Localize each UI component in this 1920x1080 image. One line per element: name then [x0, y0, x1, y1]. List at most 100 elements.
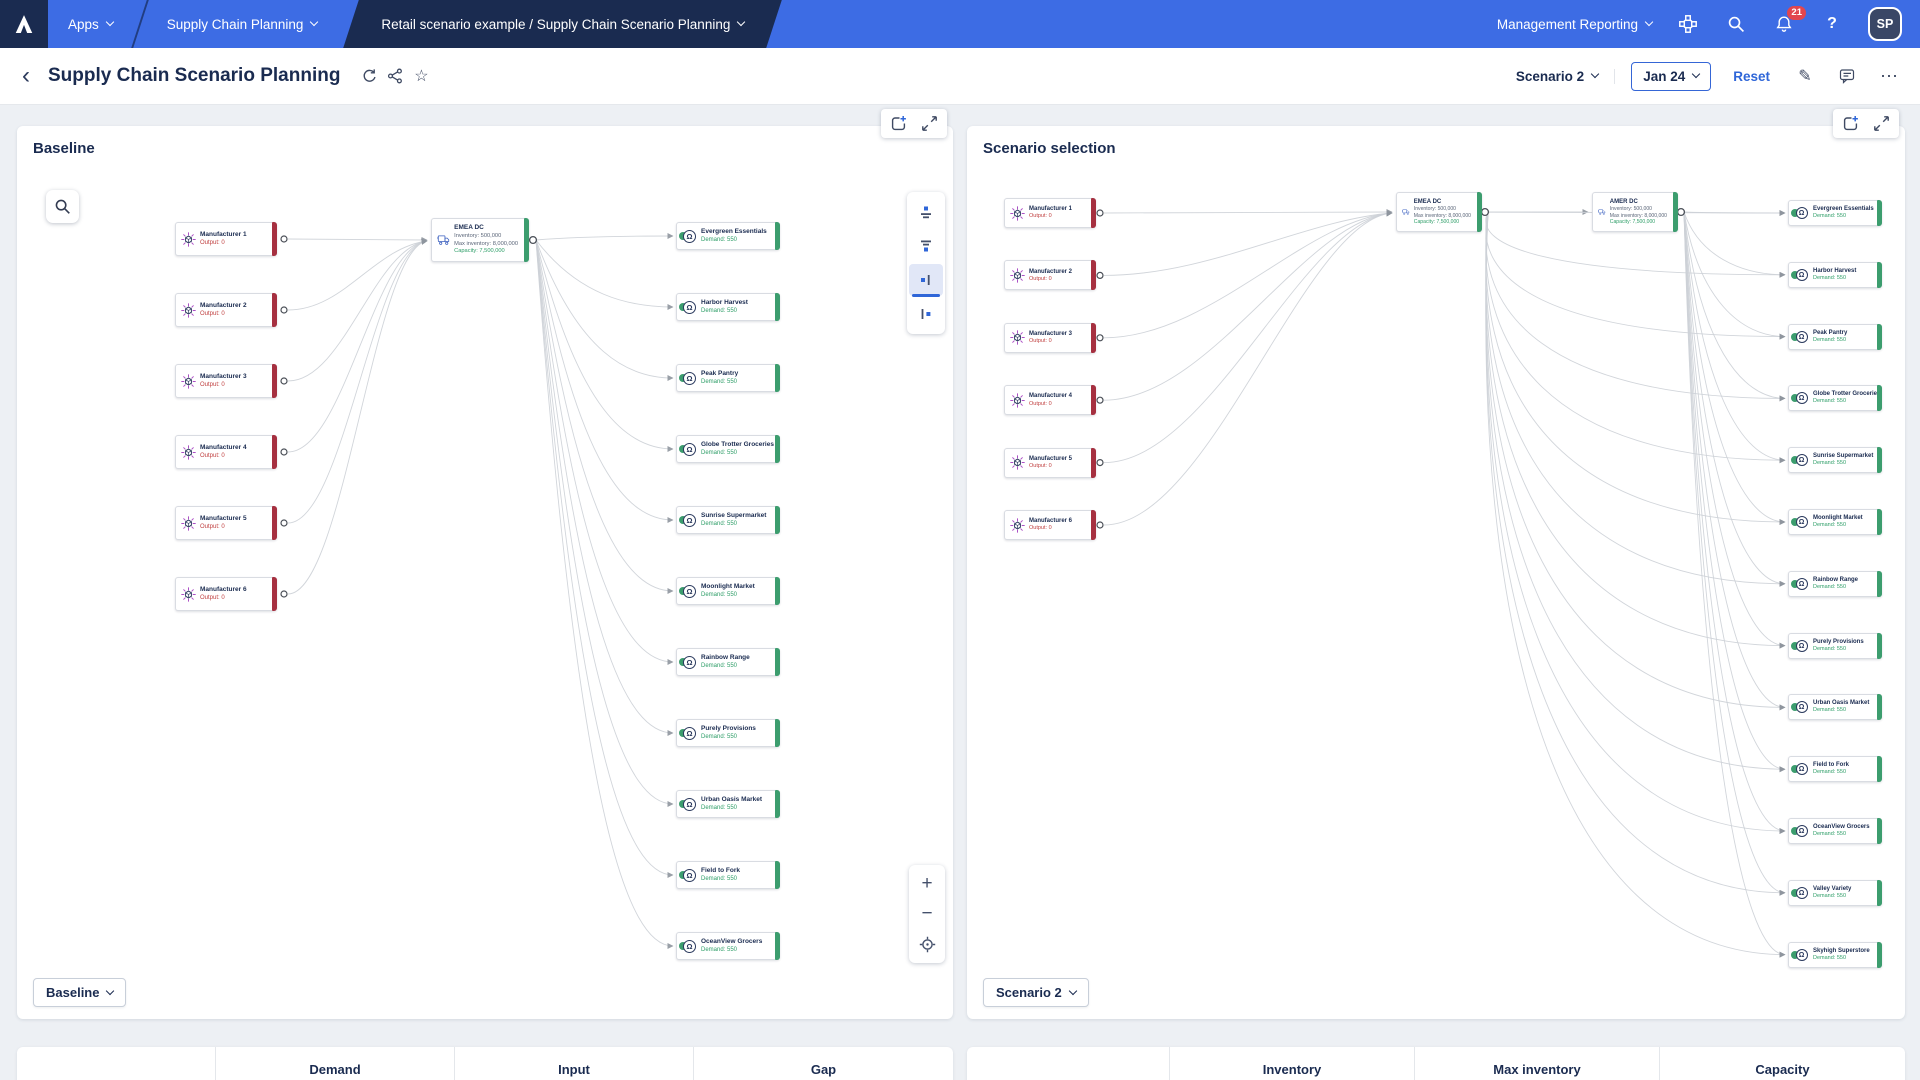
store-icon: Ω: [1791, 391, 1809, 406]
node-detail: Output: 0: [200, 311, 225, 318]
search-icon[interactable]: [1724, 12, 1748, 36]
more-options-button[interactable]: ⋯: [1880, 65, 1898, 86]
node-retailer[interactable]: Ω Peak Pantry Demand: 550: [1788, 324, 1882, 350]
refresh-icon[interactable]: [356, 63, 382, 89]
store-icon: Ω: [679, 229, 697, 244]
baseline-version-selector[interactable]: Baseline: [33, 978, 127, 1007]
node-title: Manufacturer 3: [1029, 331, 1073, 338]
zoom-fit-button[interactable]: [911, 929, 943, 959]
node-retailer[interactable]: Ω Moonlight Market Demand: 550: [1788, 509, 1882, 535]
expand-icon[interactable]: [921, 115, 938, 132]
node-manufacturer[interactable]: Manufacturer 3 Output: 0: [1004, 322, 1096, 353]
node-retailer[interactable]: Ω Field to Fork Demand: 550: [676, 861, 780, 889]
node-distribution-center[interactable]: AMER DC Inventory: 500,000 Max inventory: …: [1592, 192, 1678, 232]
node-detail: Inventory: 500,000: [1413, 205, 1456, 212]
status-bar-green: [775, 293, 780, 321]
node-retailer[interactable]: Ω Peak Pantry Demand: 550: [676, 364, 780, 392]
layout-horizontal-left-button[interactable]: [909, 298, 943, 330]
node-retailer[interactable]: Ω Moonlight Market Demand: 550: [676, 577, 780, 605]
layout-vertical-top-button[interactable]: [909, 196, 943, 228]
node-retailer[interactable]: Ω Urban Oasis Market Demand: 550: [1788, 694, 1882, 720]
node-retailer[interactable]: Ω OceanView Grocers Demand: 550: [1788, 818, 1882, 844]
notifications-bell-icon[interactable]: 21: [1772, 6, 1806, 36]
node-title: Globe Trotter Groceries: [701, 440, 774, 448]
node-title: OceanView Grocers: [1813, 824, 1870, 831]
node-retailer[interactable]: Ω Rainbow Range Demand: 550: [1788, 571, 1882, 597]
node-manufacturer[interactable]: Manufacturer 2 Output: 0: [175, 293, 277, 327]
help-icon[interactable]: ?: [1827, 15, 1837, 32]
node-retailer[interactable]: Ω Purely Provisions Demand: 550: [1788, 633, 1882, 659]
graph-search-button[interactable]: [46, 190, 79, 223]
node-retailer[interactable]: Ω Harbor Harvest Demand: 550: [1788, 262, 1882, 288]
layout-horizontal-right-button[interactable]: [909, 264, 943, 297]
reset-button[interactable]: Reset: [1733, 68, 1770, 84]
node-title: Field to Fork: [1813, 762, 1849, 769]
zoom-out-button[interactable]: −: [921, 903, 933, 924]
expand-icon[interactable]: [1873, 115, 1890, 132]
share-icon[interactable]: [382, 63, 408, 89]
node-retailer[interactable]: Ω Purely Provisions Demand: 550: [676, 719, 780, 747]
layout-vertical-bottom-button[interactable]: [909, 230, 943, 262]
node-manufacturer[interactable]: Manufacturer 6 Output: 0: [1004, 510, 1096, 540]
node-retailer[interactable]: Ω Valley Variety Demand: 550: [1788, 880, 1882, 906]
multi-select-icon[interactable]: [890, 115, 907, 132]
node-manufacturer[interactable]: Manufacturer 1 Output: 0: [175, 222, 277, 256]
anaplan-logo[interactable]: [0, 0, 48, 48]
baseline-network-graph[interactable]: Manufacturer 1 Output: 0 Manufacturer 2 Out…: [17, 126, 953, 1019]
node-retailer[interactable]: Ω Sunrise Supermarket Demand: 550: [676, 506, 780, 534]
status-bar-green: [1877, 818, 1882, 844]
scenario-selector[interactable]: Scenario 2: [1516, 69, 1600, 84]
node-manufacturer[interactable]: Manufacturer 2 Output: 0: [1004, 260, 1096, 291]
comment-icon[interactable]: [1834, 63, 1860, 89]
multi-select-icon[interactable]: [1842, 115, 1859, 132]
node-distribution-center[interactable]: EMEA DC Inventory: 500,000 Max inventory: …: [431, 218, 529, 262]
node-manufacturer[interactable]: Manufacturer 4 Output: 0: [1004, 385, 1096, 416]
back-button[interactable]: ‹: [22, 62, 30, 89]
node-retailer[interactable]: Ω Evergreen Essentials Demand: 550: [1788, 200, 1882, 226]
star-icon[interactable]: ☆: [414, 68, 429, 85]
node-retailer[interactable]: Ω Evergreen Essentials Demand: 550: [676, 222, 780, 250]
node-retailer[interactable]: Ω OceanView Grocers Demand: 550: [676, 932, 780, 960]
status-bar-red: [1091, 198, 1096, 228]
workspace-menu[interactable]: Supply Chain Planning: [147, 0, 338, 48]
active-page-tab[interactable]: Retail scenario example / Supply Chain S…: [343, 0, 783, 48]
node-retailer[interactable]: Ω Urban Oasis Market Demand: 550: [676, 790, 780, 818]
status-bar-green: [775, 932, 780, 960]
node-title: Manufacturer 2: [200, 301, 247, 309]
node-retailer[interactable]: Ω Harbor Harvest Demand: 550: [676, 293, 780, 321]
status-bar-red: [272, 293, 277, 327]
node-retailer[interactable]: Ω Rainbow Range Demand: 550: [676, 648, 780, 676]
status-bar-red: [272, 222, 277, 256]
zoom-in-button[interactable]: +: [921, 873, 933, 894]
node-manufacturer[interactable]: Manufacturer 3 Output: 0: [175, 364, 277, 398]
node-distribution-center[interactable]: EMEA DC Inventory: 500,000 Max inventory: …: [1396, 192, 1482, 232]
scenario-version-selector[interactable]: Scenario 2: [983, 978, 1089, 1007]
management-reporting-menu[interactable]: Management Reporting: [1497, 0, 1654, 48]
node-manufacturer[interactable]: Manufacturer 1 Output: 0: [1004, 198, 1096, 228]
node-retailer[interactable]: Ω Field to Fork Demand: 550: [1788, 756, 1882, 782]
node-detail: Demand: 550: [701, 308, 738, 315]
models-icon[interactable]: [1676, 12, 1700, 36]
node-detail: Output: 0: [1029, 275, 1052, 282]
status-bar-green: [1477, 192, 1482, 232]
node-title: Urban Oasis Market: [701, 795, 763, 803]
node-retailer[interactable]: Ω Sunrise Supermarket Demand: 550: [1788, 447, 1882, 473]
node-manufacturer[interactable]: Manufacturer 4 Output: 0: [175, 435, 277, 469]
user-avatar[interactable]: SP: [1868, 7, 1902, 41]
period-selector[interactable]: Jan 24: [1631, 61, 1712, 91]
top-navigation-bar: Apps Supply Chain Planning Retail scenar…: [0, 0, 1920, 48]
apps-menu[interactable]: Apps: [48, 0, 133, 48]
node-retailer[interactable]: Ω Globe Trotter Groceries Demand: 550: [676, 435, 780, 463]
table-header: Capacity: [1659, 1047, 1905, 1080]
status-bar-green: [775, 790, 780, 818]
node-retailer[interactable]: Ω Globe Trotter Groceries Demand: 550: [1788, 385, 1882, 411]
node-manufacturer[interactable]: Manufacturer 5 Output: 0: [175, 506, 277, 540]
store-icon: Ω: [1791, 824, 1809, 839]
node-retailer[interactable]: Ω Skyhigh Superstore Demand: 550: [1788, 942, 1882, 968]
node-manufacturer[interactable]: Manufacturer 5 Output: 0: [1004, 447, 1096, 478]
scenario-panel-toolbar: [1833, 109, 1899, 138]
node-title: AMER DC: [1609, 198, 1638, 205]
node-manufacturer[interactable]: Manufacturer 6 Output: 0: [175, 577, 277, 611]
scenario-network-graph[interactable]: Manufacturer 1 Output: 0 Manufacturer 2 Out…: [967, 126, 1905, 1019]
edit-pencil-icon[interactable]: ✎: [1798, 68, 1812, 85]
